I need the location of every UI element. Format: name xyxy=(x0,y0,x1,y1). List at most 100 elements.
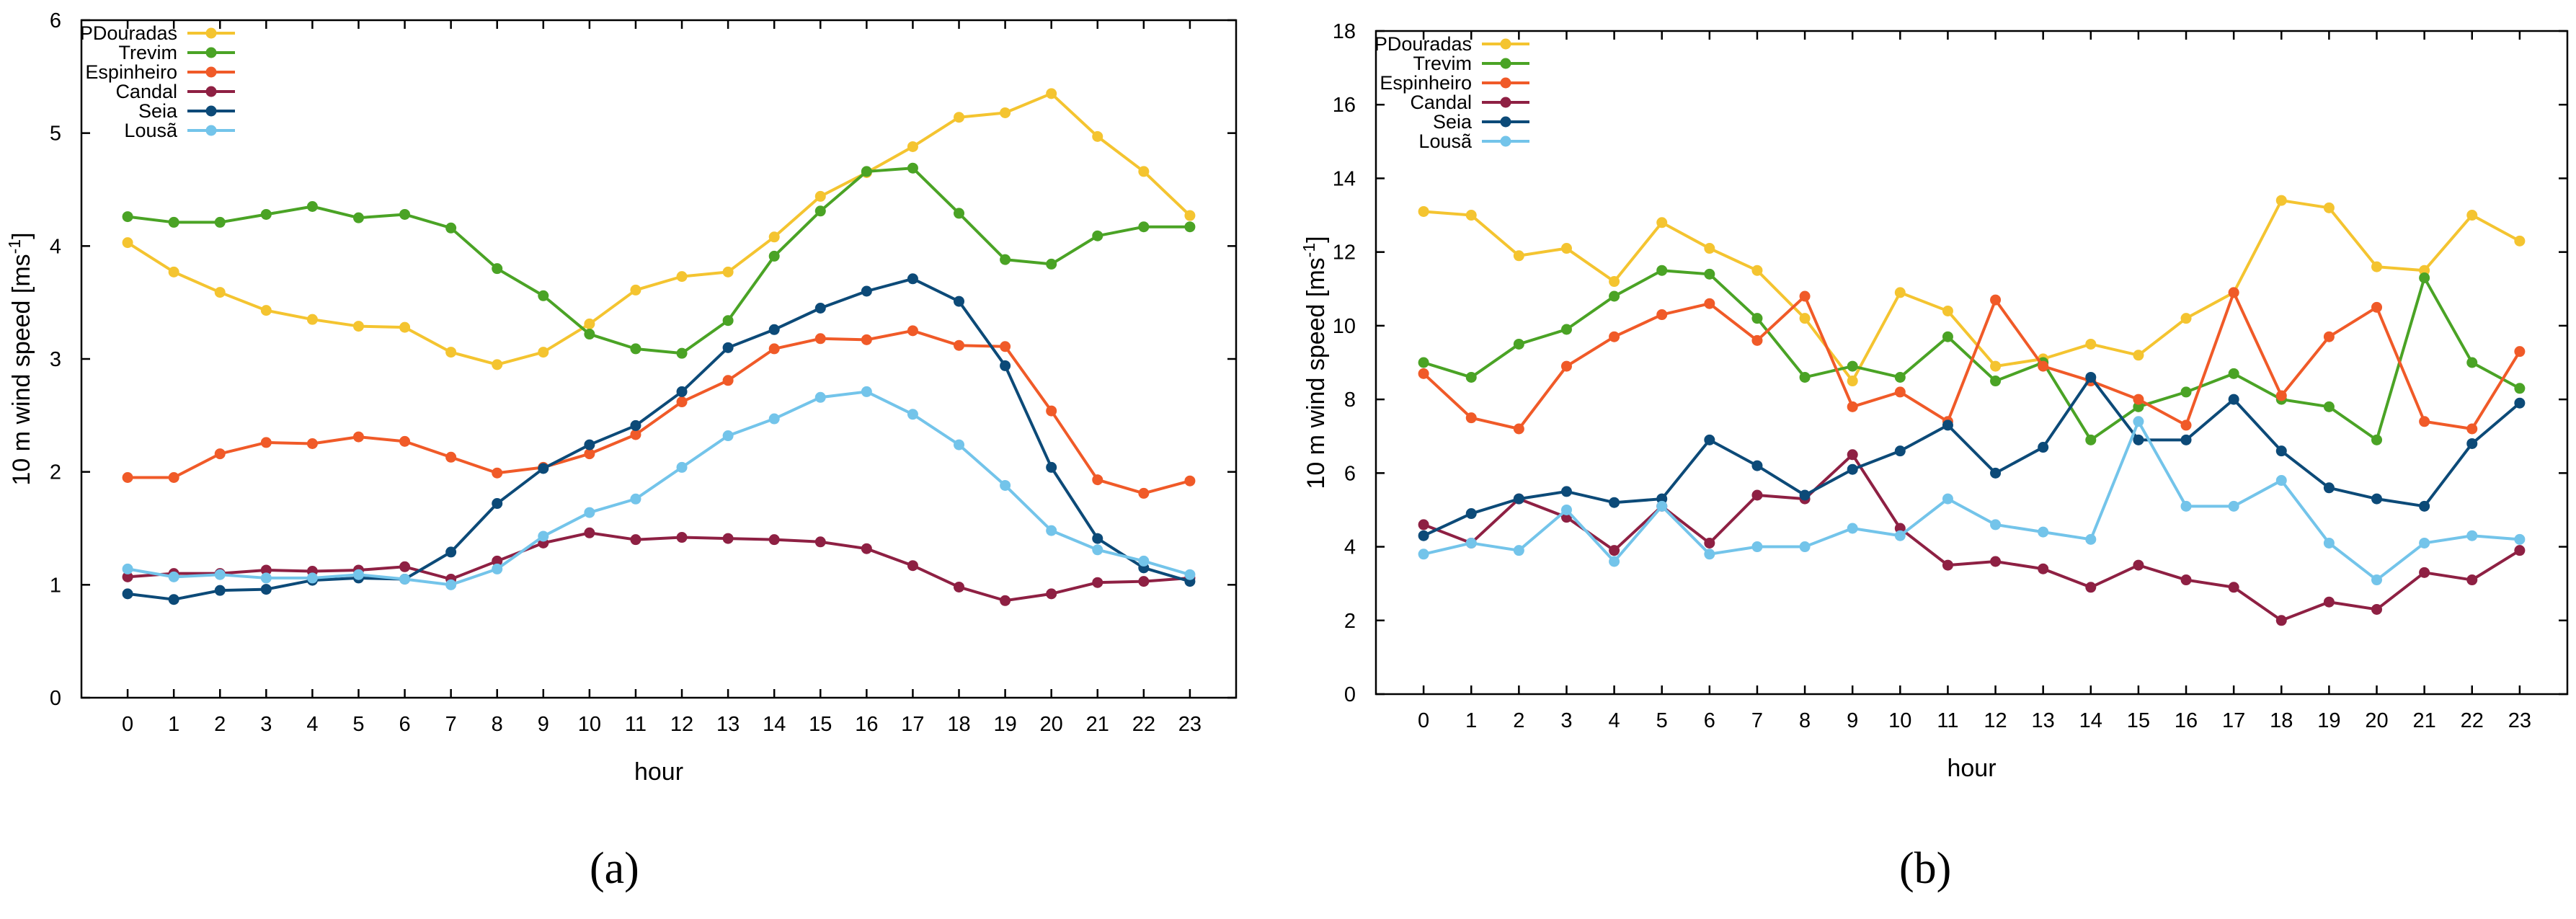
data-point xyxy=(1465,210,1477,221)
data-point xyxy=(2038,526,2049,538)
series-line xyxy=(1423,376,2521,538)
data-point xyxy=(2419,416,2430,427)
data-point xyxy=(168,571,179,582)
legend-swatch-marker xyxy=(1500,136,1511,147)
data-point xyxy=(2323,537,2335,549)
x-tick-label: 7 xyxy=(445,713,457,736)
series-line xyxy=(1423,199,2521,383)
data-point xyxy=(722,375,734,386)
x-tick-label: 4 xyxy=(306,713,318,736)
x-tick-label: 11 xyxy=(1937,709,1958,732)
legend-label: Trevim xyxy=(119,42,178,63)
data-point xyxy=(907,409,918,420)
data-point xyxy=(1138,487,1150,499)
data-point xyxy=(2085,338,2097,350)
data-point xyxy=(2038,360,2049,372)
data-point xyxy=(814,190,826,202)
data-point xyxy=(1046,588,1057,600)
legend-swatch-marker xyxy=(1500,38,1511,50)
x-tick-label: 13 xyxy=(2032,709,2055,732)
data-point xyxy=(2419,567,2430,578)
caption-b: (b) xyxy=(1899,844,1952,893)
data-point xyxy=(1000,595,1011,606)
data-point xyxy=(399,321,411,333)
data-point xyxy=(2466,574,2478,586)
data-point xyxy=(260,584,272,595)
legend-label: PDouradas xyxy=(1374,33,1472,55)
data-point xyxy=(260,564,272,576)
data-point xyxy=(492,359,503,370)
data-point xyxy=(676,271,688,283)
series-line xyxy=(1423,419,2521,582)
data-point xyxy=(2228,394,2239,405)
data-point xyxy=(1751,334,1763,346)
legend-label: Espinheiro xyxy=(85,61,177,83)
x-tick-label: 15 xyxy=(2127,709,2150,732)
y-tick-label: 2 xyxy=(1344,610,1356,633)
y-tick-label: 4 xyxy=(50,235,61,258)
data-point xyxy=(2514,397,2526,409)
data-point xyxy=(2180,419,2192,431)
data-point xyxy=(1656,265,1668,276)
data-point xyxy=(1138,555,1150,567)
data-point xyxy=(676,396,688,408)
caption-a: (a) xyxy=(590,844,639,893)
series-line xyxy=(127,390,1191,587)
data-point xyxy=(168,472,179,483)
data-point xyxy=(1609,331,1620,342)
data-point xyxy=(1847,463,1858,475)
data-point xyxy=(954,296,965,307)
x-tick-label: 20 xyxy=(2365,709,2388,732)
series-line xyxy=(127,92,1191,366)
legend-swatch-marker xyxy=(205,66,217,78)
data-point xyxy=(954,581,965,592)
data-point xyxy=(1138,576,1150,587)
data-point xyxy=(168,216,179,228)
y-tick-label: 0 xyxy=(50,687,61,710)
data-point xyxy=(2180,434,2192,445)
series-espinheiro xyxy=(122,325,1196,499)
data-point xyxy=(122,588,133,600)
data-point xyxy=(352,321,364,332)
data-point xyxy=(2275,615,2287,626)
data-point xyxy=(1465,371,1477,383)
data-point xyxy=(1847,376,1858,387)
data-point xyxy=(907,560,918,572)
x-tick-label: 10 xyxy=(578,713,601,736)
y-tick-label: 4 xyxy=(1344,536,1356,559)
data-point xyxy=(814,536,826,548)
data-point xyxy=(722,430,734,442)
y-axis-title: 10 m wind speed [ms-1] xyxy=(5,232,35,485)
data-point xyxy=(1609,545,1620,556)
data-point xyxy=(1046,461,1057,473)
legend-label: Lousã xyxy=(1418,130,1473,152)
data-point xyxy=(2133,350,2144,361)
data-point xyxy=(768,250,780,262)
data-point xyxy=(1138,221,1150,233)
data-point xyxy=(399,435,411,447)
data-point xyxy=(445,451,457,463)
y-axis-title: 10 m wind speed [ms-1] xyxy=(1300,236,1330,489)
legend-label: Espinheiro xyxy=(1380,72,1472,94)
data-point xyxy=(1418,368,1429,379)
data-point xyxy=(1894,386,1906,398)
data-point xyxy=(1751,265,1763,276)
legend-swatch-marker xyxy=(1500,77,1511,89)
series-line xyxy=(1423,453,2521,622)
y-tick-label: 6 xyxy=(1344,462,1356,485)
legend-label: Trevim xyxy=(1413,53,1473,74)
data-point xyxy=(954,339,965,351)
data-point xyxy=(306,201,318,212)
data-point xyxy=(352,431,364,443)
data-point xyxy=(2228,368,2239,379)
data-point xyxy=(1656,500,1668,512)
series-line xyxy=(1422,290,2521,430)
y-axis-title-main: 10 m wind speed [ms xyxy=(1302,257,1330,489)
series-pdouradas xyxy=(1418,195,2526,387)
data-point xyxy=(2085,434,2097,445)
data-point xyxy=(445,222,457,234)
data-point xyxy=(1000,107,1011,118)
data-point xyxy=(1184,475,1196,487)
data-point xyxy=(584,507,595,518)
